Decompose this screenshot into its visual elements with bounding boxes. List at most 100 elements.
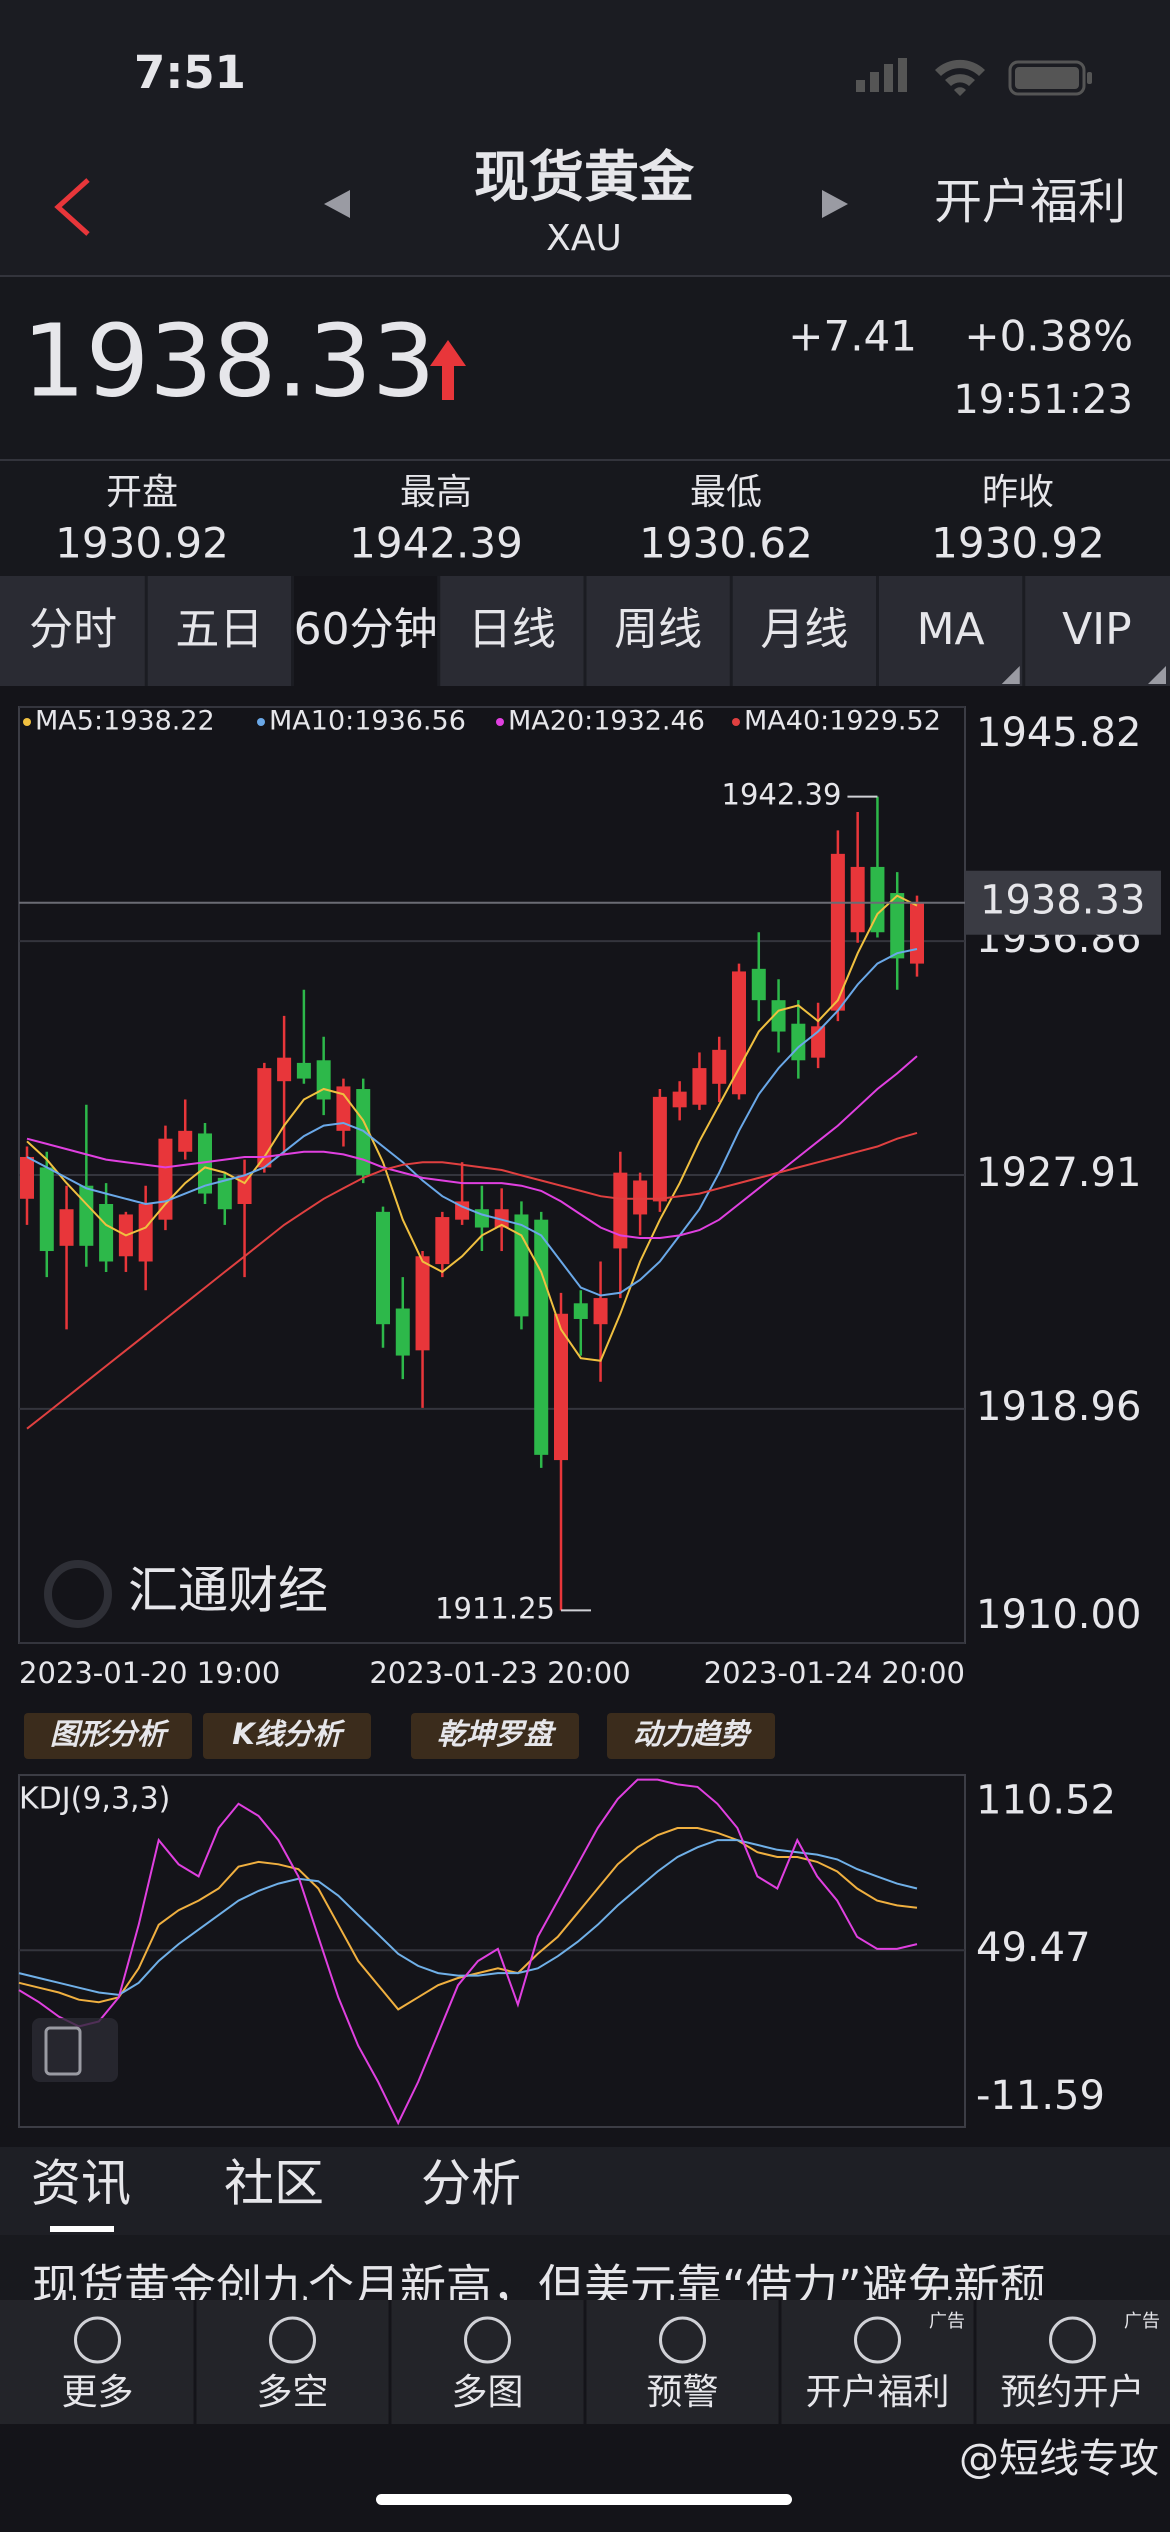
- stat-label: 最高: [400, 472, 472, 513]
- content-tab[interactable]: 资讯: [31, 2155, 131, 2213]
- nav-icon: [269, 2316, 316, 2364]
- legend-label: MA20:1932.46: [508, 706, 705, 737]
- candle-body: [178, 1130, 193, 1152]
- period-tab[interactable]: 日线: [468, 604, 556, 655]
- candle-body: [633, 1180, 648, 1215]
- tool-button[interactable]: [203, 1713, 371, 1759]
- legend-label: MA5:1938.22: [35, 706, 215, 737]
- candle-body: [870, 866, 885, 933]
- ma-line: [26, 894, 918, 1362]
- stat-label: 开盘: [106, 472, 178, 513]
- period-tab[interactable]: MA: [917, 604, 985, 655]
- candle-body: [395, 1308, 410, 1356]
- candle-body: [435, 1217, 450, 1265]
- y-tick-label: 1918.96: [976, 1384, 1141, 1430]
- candle-body: [316, 1060, 331, 1100]
- candle-body: [890, 893, 905, 959]
- tool-button[interactable]: [607, 1713, 775, 1759]
- candle-body: [415, 1256, 430, 1351]
- candle-body: [39, 1167, 54, 1252]
- status-time: 7:51: [134, 46, 246, 99]
- period-tab[interactable]: 周线: [614, 604, 702, 655]
- tool-button[interactable]: [411, 1713, 579, 1759]
- period-tab[interactable]: 月线: [760, 604, 848, 655]
- candle-body: [712, 1049, 727, 1084]
- kdj-title: KDJ(9,3,3): [19, 1782, 170, 1817]
- quote-time: 19:51:23: [953, 377, 1133, 423]
- candle-body: [850, 866, 865, 933]
- period-tab[interactable]: 五日: [175, 604, 263, 655]
- candle-body: [751, 968, 766, 1001]
- account-link[interactable]: 开户福利: [934, 174, 1126, 230]
- candle-body: [494, 1209, 509, 1228]
- low-marker-label: 1911.25: [435, 1591, 555, 1625]
- legend-dot: [257, 718, 265, 726]
- content-tab[interactable]: 分析: [421, 2155, 521, 2213]
- candle-body: [198, 1133, 212, 1194]
- tool-label[interactable]: 图形分析: [50, 1717, 170, 1751]
- nav-label[interactable]: 多图: [451, 2372, 523, 2413]
- stat-value: 1930.92: [931, 519, 1105, 568]
- chart-watermark: 汇通财经: [128, 1562, 328, 1620]
- candle-body: [99, 1204, 114, 1262]
- candle-body: [455, 1201, 470, 1220]
- candle-body: [277, 1057, 292, 1082]
- candle-body: [593, 1298, 608, 1325]
- ma-line: [26, 948, 918, 1297]
- high-marker-label: 1942.39: [722, 778, 842, 812]
- x-tick-label: 2023-01-23 20:00: [369, 1656, 630, 1690]
- x-tick-label: 2023-01-20 19:00: [19, 1656, 280, 1690]
- candle-body: [257, 1068, 272, 1168]
- nav-icon: [854, 2316, 901, 2364]
- candle-body: [138, 1204, 153, 1262]
- candle-body: [20, 1156, 34, 1199]
- content-tab[interactable]: 社区: [224, 2155, 324, 2213]
- candle-body: [296, 1062, 311, 1079]
- candle-body: [652, 1096, 667, 1202]
- candle-body: [158, 1138, 173, 1220]
- y-tick-label: 110.52: [976, 1778, 1116, 1824]
- next-button[interactable]: [822, 190, 848, 218]
- kdj-line: [18, 1778, 918, 2126]
- home-indicator: [376, 2494, 792, 2505]
- nav-label[interactable]: 多空: [256, 2372, 328, 2413]
- last-price-label: 1938.33: [980, 878, 1145, 924]
- period-tab[interactable]: 60分钟: [294, 604, 438, 655]
- nav-label[interactable]: 更多: [61, 2372, 133, 2413]
- tab-selected-bg: [292, 576, 439, 686]
- candle-body: [534, 1219, 549, 1455]
- tool-label[interactable]: 乾坤罗盘: [437, 1717, 557, 1751]
- legend-dot: [732, 718, 740, 726]
- change: +7.41: [788, 312, 917, 361]
- candle-body: [672, 1091, 687, 1108]
- legend-label: MA10:1936.56: [269, 706, 466, 737]
- y-tick-label: -11.59: [976, 2073, 1105, 2119]
- nav-label[interactable]: 预警: [646, 2372, 718, 2413]
- prev-button[interactable]: [324, 190, 350, 218]
- candle-body: [59, 1209, 74, 1246]
- candle-body: [791, 1023, 806, 1061]
- legend-dot: [496, 718, 504, 726]
- stat-value: 1942.39: [349, 519, 523, 568]
- rotate-button[interactable]: [32, 2018, 118, 2082]
- nav-label[interactable]: 预约开户: [1000, 2372, 1144, 2413]
- period-tab[interactable]: VIP: [1062, 604, 1132, 655]
- candle-body: [910, 902, 924, 964]
- rotate-icon: [44, 2026, 82, 2076]
- up-arrow: [430, 340, 466, 400]
- nav-icon: [464, 2316, 511, 2364]
- tool-button[interactable]: [24, 1713, 192, 1759]
- period-tab[interactable]: 分时: [29, 604, 117, 655]
- tab-corner: [1001, 666, 1020, 684]
- tool-label[interactable]: K线分析: [232, 1717, 345, 1751]
- ma-line: [26, 1055, 918, 1239]
- back-button[interactable]: [54, 178, 90, 236]
- candle-body: [514, 1214, 529, 1317]
- subtitle: XAU: [546, 218, 622, 259]
- candle-body: [830, 853, 845, 1011]
- candle-body: [771, 1000, 786, 1032]
- nav-label[interactable]: 开户福利: [805, 2372, 949, 2413]
- tool-label[interactable]: 动力趋势: [633, 1717, 752, 1751]
- stat-value: 1930.92: [55, 519, 229, 568]
